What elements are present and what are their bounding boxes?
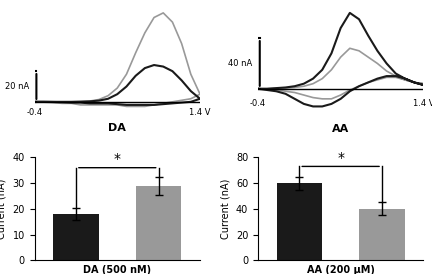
- Bar: [276, 183, 322, 260]
- Text: *: *: [114, 152, 121, 166]
- Text: 20 nA: 20 nA: [5, 82, 29, 91]
- Y-axis label: Current (nA): Current (nA): [0, 179, 7, 239]
- Text: -0.4: -0.4: [26, 108, 43, 117]
- Y-axis label: Current (nA): Current (nA): [220, 179, 230, 239]
- Text: -0.4: -0.4: [250, 99, 266, 108]
- Text: *: *: [337, 151, 344, 165]
- Text: 40 nA: 40 nA: [228, 59, 252, 68]
- Bar: [359, 209, 405, 260]
- Text: DA: DA: [108, 123, 126, 133]
- Bar: [53, 214, 98, 260]
- Text: 1.4 V: 1.4 V: [189, 108, 211, 117]
- Text: 1.4 V: 1.4 V: [413, 99, 432, 108]
- Bar: [136, 186, 181, 260]
- Text: AA: AA: [332, 124, 349, 134]
